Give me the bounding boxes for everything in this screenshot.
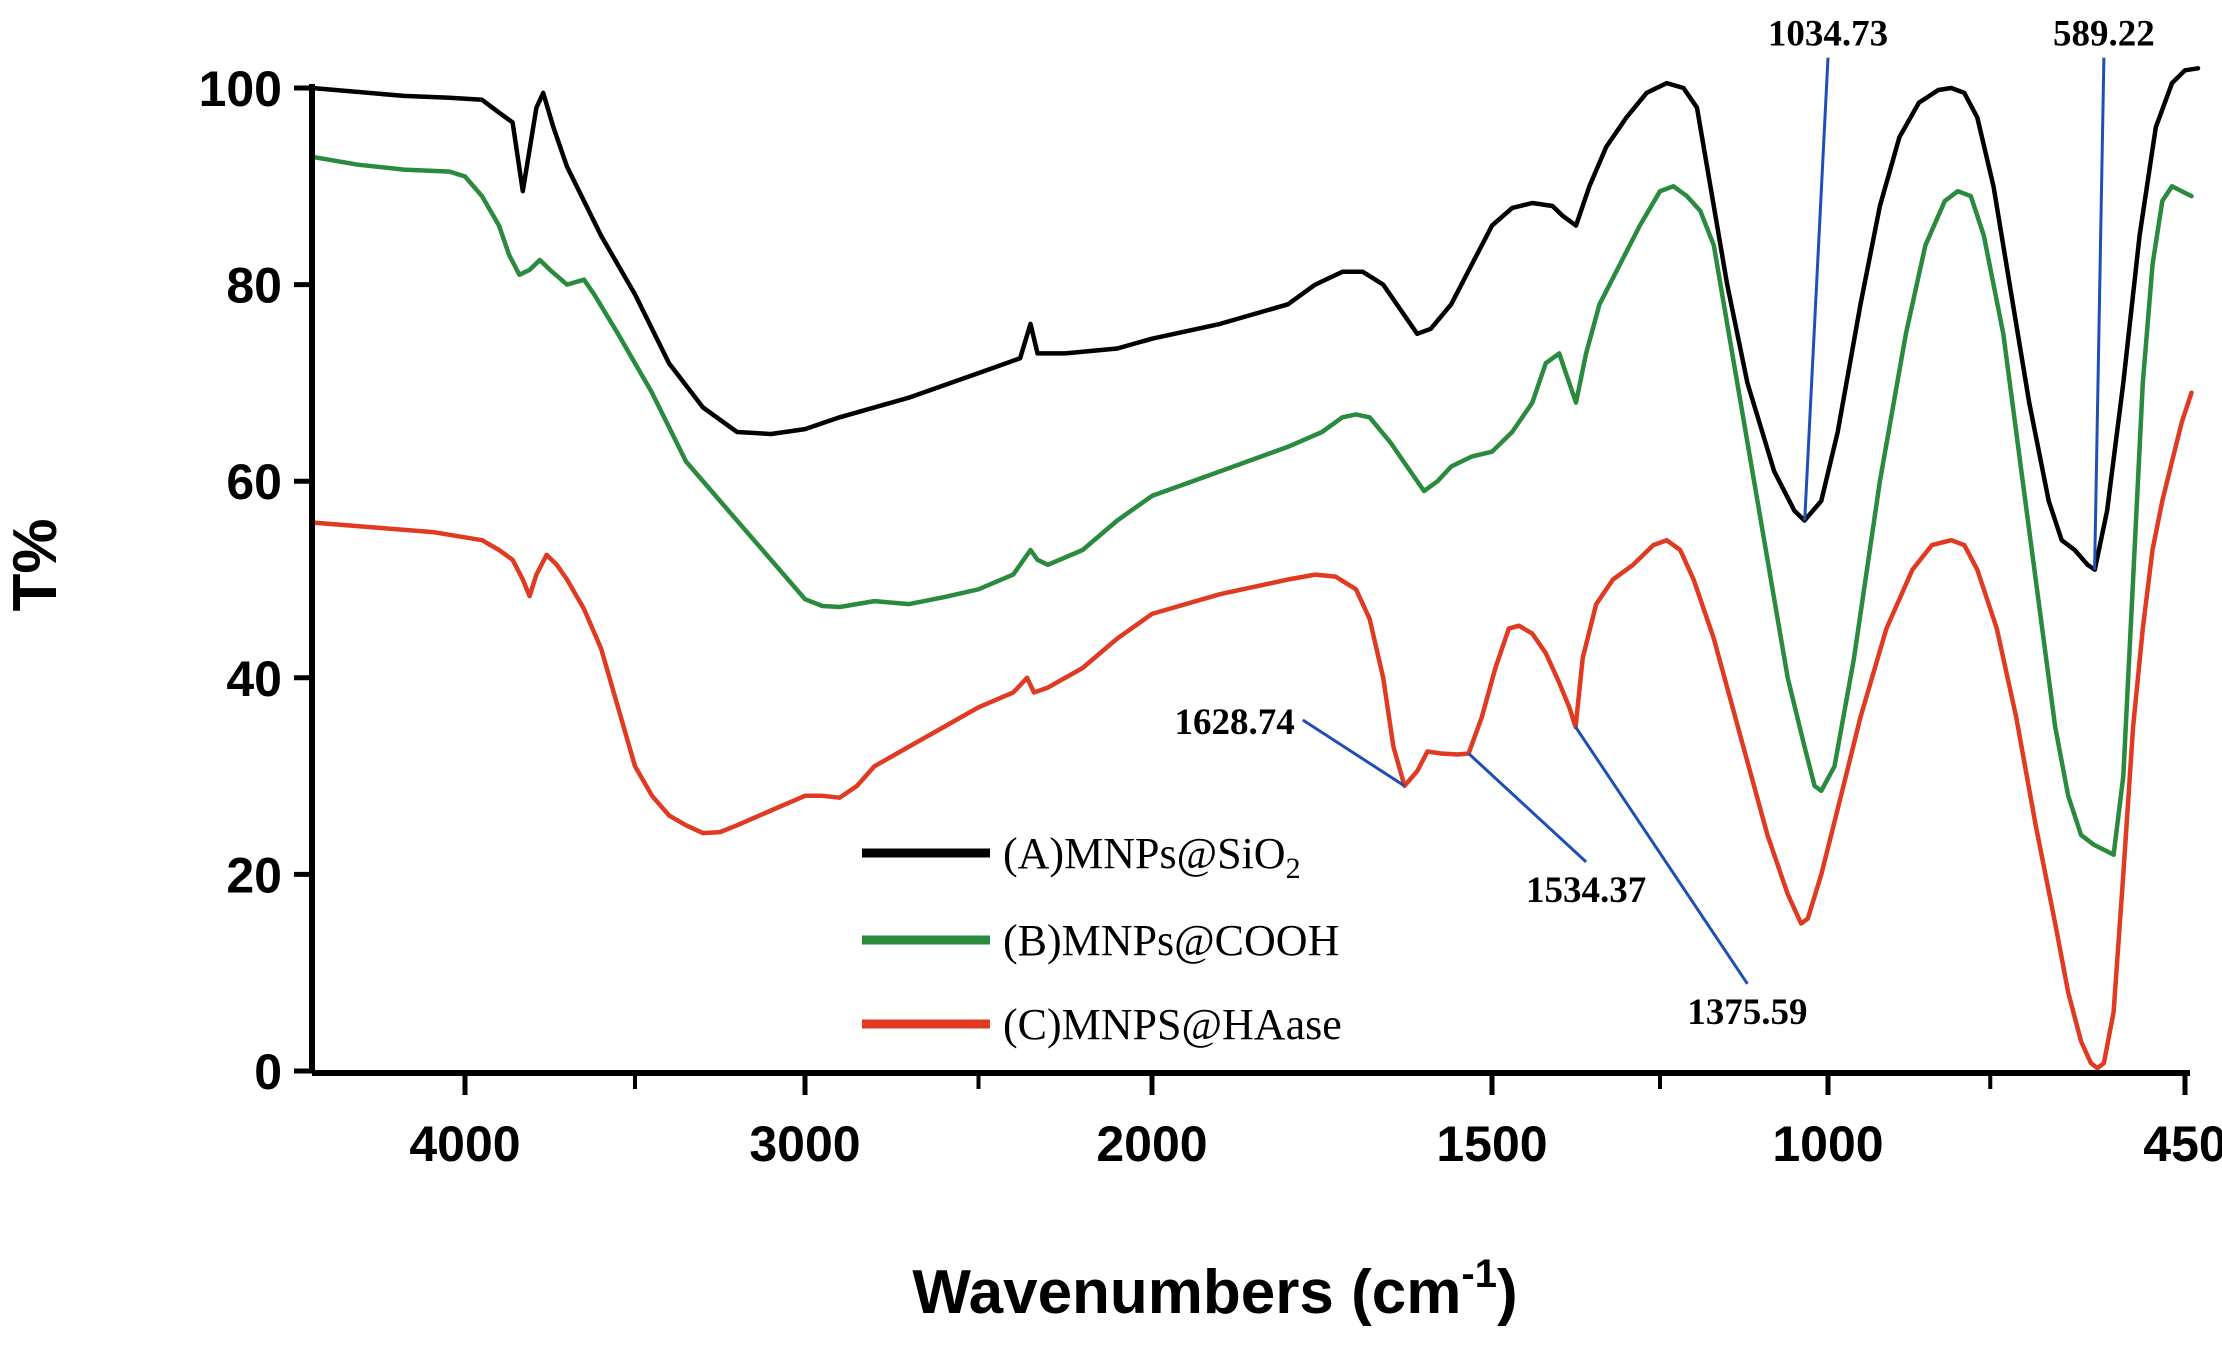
y-tick-label-60: 60	[226, 454, 282, 510]
x-tick-label-1500: 1500	[1436, 1116, 1547, 1172]
x-axis-title: Wavenumbers (cm-1)	[912, 1252, 1517, 1327]
x-tick-label-4000: 4000	[409, 1116, 520, 1172]
annotation-leader-1375-59	[1574, 726, 1749, 985]
y-tick-label-40: 40	[226, 651, 282, 707]
plot-area	[309, 66, 2201, 1071]
annotation-layer: 1034.73 589.22 1628.74 1534.37 1375.59	[1175, 14, 2155, 1033]
legend-label-series-c: (C)MNPS@HAase	[1003, 1000, 1342, 1049]
annotation-label-1628-74: 1628.74	[1175, 702, 1295, 743]
x-tick-label-450: 450	[2143, 1116, 2222, 1172]
legend: (A)MNPs@SiO2 (B)MNPs@COOH (C)MNPS@HAase	[862, 829, 1342, 1049]
y-axis-title: T%	[1, 519, 70, 612]
x-tick-label-2000: 2000	[1096, 1116, 1207, 1172]
annotation-leader-1034-73	[1803, 57, 1830, 521]
annotation-label-1534-37: 1534.37	[1526, 870, 1646, 911]
legend-label-series-b: (B)MNPs@COOH	[1003, 916, 1339, 965]
x-axis-title-close: )	[1497, 1258, 1518, 1327]
series-line-c	[309, 390, 2194, 1071]
annotation-leader-1628-74	[1301, 718, 1406, 788]
legend-label-series-a-subscript: 2	[1286, 852, 1301, 885]
x-tick-label-1000: 1000	[1772, 1116, 1883, 1172]
annotation-leader-589-22	[2093, 57, 2106, 570]
axes-layer: 0 20 40 60 80 100 4000 3000 2000 1500 1000 450	[199, 61, 2222, 1172]
y-axis-title-group: T%	[1, 519, 70, 612]
y-tick-label-20: 20	[226, 847, 282, 903]
x-axis-title-main: Wavenumbers (cm	[912, 1258, 1461, 1327]
x-axis-title-superscript: -1	[1461, 1252, 1497, 1296]
annotation-label-1034-73: 1034.73	[1768, 14, 1888, 55]
series-line-a	[309, 66, 2201, 572]
annotation-label-589-22: 589.22	[2053, 14, 2155, 55]
y-tick-label-100: 100	[199, 61, 282, 117]
x-tick-label-3000: 3000	[749, 1116, 860, 1172]
y-tick-label-0: 0	[254, 1044, 282, 1100]
legend-label-series-a: (A)MNPs@SiO2	[1003, 829, 1301, 885]
annotation-label-1375-59: 1375.59	[1687, 992, 1807, 1033]
annotation-leader-1534-37	[1467, 752, 1588, 864]
legend-label-series-a-text: (A)MNPs@SiO	[1003, 829, 1286, 878]
series-line-b	[309, 154, 2194, 857]
y-tick-label-80: 80	[226, 258, 282, 314]
